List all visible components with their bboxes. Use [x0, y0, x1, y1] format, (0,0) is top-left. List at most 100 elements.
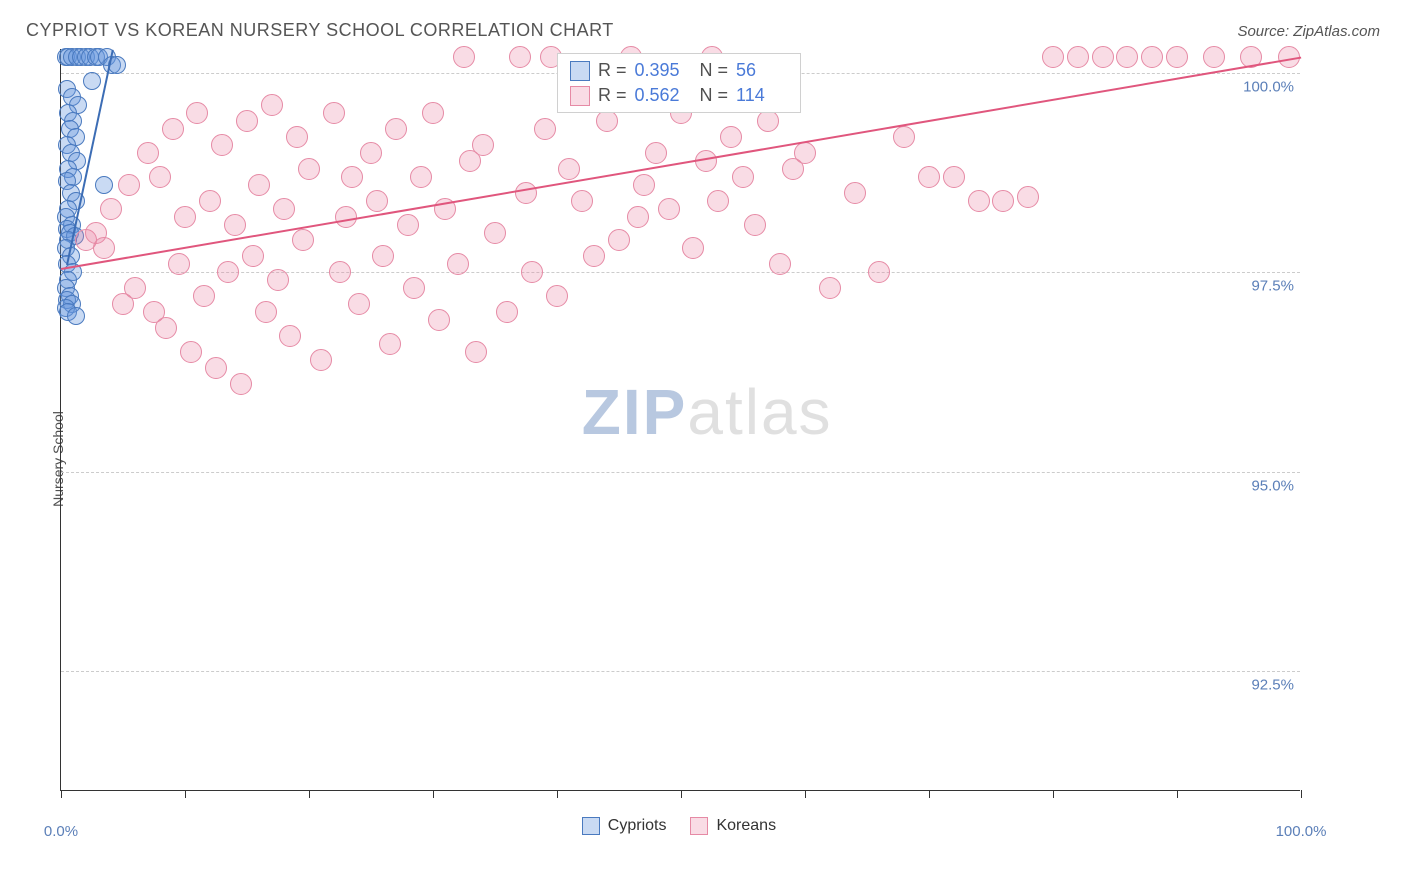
data-point	[744, 214, 766, 236]
y-tick-label: 95.0%	[1251, 477, 1294, 494]
data-point	[509, 46, 531, 68]
data-point	[329, 261, 351, 283]
x-axis-left-label: 0.0%	[44, 823, 78, 840]
data-point	[465, 341, 487, 363]
data-point	[255, 301, 277, 323]
x-tick	[929, 790, 930, 798]
x-tick	[805, 790, 806, 798]
data-point	[571, 190, 593, 212]
data-point	[211, 134, 233, 156]
data-point	[323, 102, 345, 124]
y-tick-label: 100.0%	[1243, 78, 1294, 95]
stats-swatch	[570, 61, 590, 81]
x-tick	[1301, 790, 1302, 798]
data-point	[366, 190, 388, 212]
gridline	[61, 472, 1300, 473]
data-point	[534, 118, 556, 140]
data-point	[943, 166, 965, 188]
data-point	[224, 214, 246, 236]
data-point	[720, 126, 742, 148]
data-point	[453, 46, 475, 68]
data-point	[1141, 46, 1163, 68]
x-tick	[681, 790, 682, 798]
data-point	[757, 110, 779, 132]
data-point	[248, 174, 270, 196]
data-point	[546, 285, 568, 307]
data-point	[83, 72, 101, 90]
data-point	[335, 206, 357, 228]
data-point	[608, 229, 630, 251]
data-point	[422, 102, 444, 124]
data-point	[1092, 46, 1114, 68]
data-point	[794, 142, 816, 164]
legend-label: Koreans	[716, 817, 776, 835]
data-point	[658, 198, 680, 220]
chart-container: Nursery School 92.5%95.0%97.5%100.0%0.0%…	[20, 49, 1386, 869]
stats-box: R = 0.395 N = 56R = 0.562 N = 114	[557, 53, 801, 113]
data-point	[1067, 46, 1089, 68]
data-point	[348, 293, 370, 315]
data-point	[205, 357, 227, 379]
stats-n-value: 56	[736, 60, 788, 81]
stats-row: R = 0.562 N = 114	[570, 83, 788, 108]
data-point	[174, 206, 196, 228]
y-tick-label: 97.5%	[1251, 278, 1294, 295]
x-tick	[1177, 790, 1178, 798]
data-point	[1203, 46, 1225, 68]
data-point	[124, 277, 146, 299]
data-point	[286, 126, 308, 148]
data-point	[410, 166, 432, 188]
chart-header: CYPRIOT VS KOREAN NURSERY SCHOOL CORRELA…	[20, 20, 1386, 41]
data-point	[844, 182, 866, 204]
data-point	[118, 174, 140, 196]
data-point	[732, 166, 754, 188]
legend-swatch	[582, 817, 600, 835]
data-point	[447, 253, 469, 275]
data-point	[230, 373, 252, 395]
stats-swatch	[570, 86, 590, 106]
data-point	[558, 158, 580, 180]
data-point	[968, 190, 990, 212]
data-point	[918, 166, 940, 188]
gridline	[61, 671, 1300, 672]
data-point	[360, 142, 382, 164]
data-point	[379, 333, 401, 355]
data-point	[372, 245, 394, 267]
data-point	[341, 166, 363, 188]
data-point	[93, 237, 115, 259]
data-point	[893, 126, 915, 148]
data-point	[1116, 46, 1138, 68]
stats-n-value: 114	[736, 85, 788, 106]
data-point	[186, 102, 208, 124]
x-tick	[185, 790, 186, 798]
data-point	[217, 261, 239, 283]
data-point	[403, 277, 425, 299]
x-tick	[309, 790, 310, 798]
data-point	[149, 166, 171, 188]
chart-title: CYPRIOT VS KOREAN NURSERY SCHOOL CORRELA…	[26, 20, 614, 41]
data-point	[137, 142, 159, 164]
legend-item: Koreans	[690, 817, 776, 835]
stats-r-value: 0.395	[635, 60, 687, 81]
stats-r-value: 0.562	[635, 85, 687, 106]
x-tick	[433, 790, 434, 798]
legend: CypriotsKoreans	[582, 817, 776, 835]
data-point	[633, 174, 655, 196]
stats-row: R = 0.395 N = 56	[570, 58, 788, 83]
data-point	[162, 118, 184, 140]
data-point	[261, 94, 283, 116]
data-point	[199, 190, 221, 212]
data-point	[521, 261, 543, 283]
data-point	[645, 142, 667, 164]
data-point	[496, 301, 518, 323]
data-point	[868, 261, 890, 283]
data-point	[168, 253, 190, 275]
data-point	[100, 198, 122, 220]
gridline	[61, 272, 1300, 273]
x-tick	[1053, 790, 1054, 798]
scatter-plot: 92.5%95.0%97.5%100.0%0.0%100.0%ZIPatlasR…	[60, 49, 1300, 791]
data-point	[515, 182, 537, 204]
data-point	[279, 325, 301, 347]
y-tick-label: 92.5%	[1251, 677, 1294, 694]
data-point	[819, 277, 841, 299]
